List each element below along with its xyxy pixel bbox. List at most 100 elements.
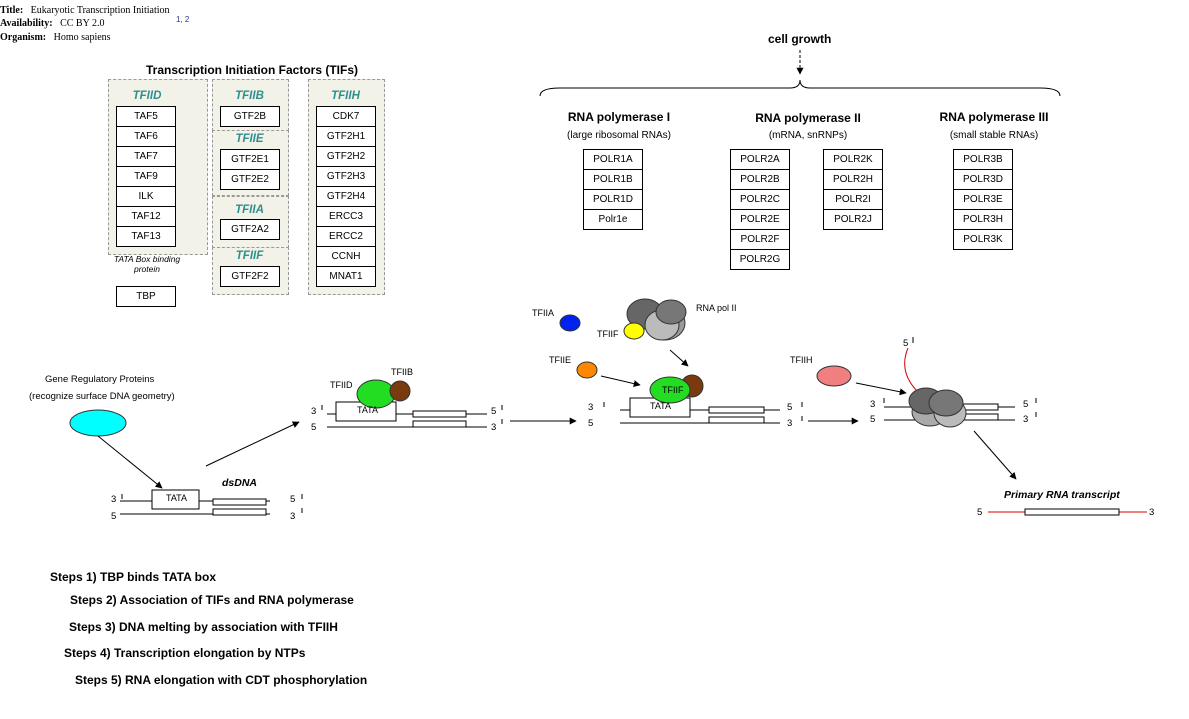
end-5-s1b: 5 (111, 511, 117, 522)
gene-gtf2f2[interactable]: GTF2F2 (220, 266, 280, 287)
pol3-sub: (small stable RNAs) (949, 130, 1039, 141)
dsdna-stage3 (603, 397, 803, 424)
end-5-rna: 5 (903, 338, 909, 349)
gene-mnat1[interactable]: MNAT1 (316, 266, 376, 287)
tfiih-header: TFIIH (331, 90, 360, 102)
tfiid-label: TFIID (330, 380, 353, 390)
rna-pol-ii-label: RNA pol II (696, 303, 737, 313)
gene-taf13[interactable]: TAF13 (116, 226, 176, 247)
tata-label-2: TATA (357, 405, 378, 415)
rna-pol-ii-shape (626, 298, 687, 341)
tfiia-label: TFIIA (532, 308, 554, 318)
meta-title: Title: Eukaryotic Transcription Initiati… (0, 5, 170, 16)
dsdna-stage4 (883, 387, 1037, 428)
pol2-sub: (mRNA, snRNPs) (768, 130, 848, 141)
dsdna-label: dsDNA (222, 477, 258, 489)
tfiif-label-2: TFIIF (662, 385, 684, 395)
grp-label-line1: Gene Regulatory Proteins (45, 374, 155, 385)
dsdna-stage2 (321, 401, 503, 428)
pol3-title: RNA polymerase III (939, 110, 1049, 124)
meta-organism-value: Homo sapiens (53, 32, 111, 43)
tfiia-header: TFIIA (235, 204, 264, 216)
end-3-s4d: 3 (1023, 414, 1029, 425)
end-3-s1d: 3 (290, 511, 296, 522)
meta-title-value: Eukaryotic Transcription Initiation (30, 5, 170, 16)
nascent-rna (904, 347, 919, 393)
gene-polr2e[interactable]: POLR2E (730, 209, 790, 230)
end-5-primary: 5 (977, 507, 983, 518)
tfiib-header: TFIIB (235, 90, 264, 102)
tata-binding-label: TATA Box binding protein (113, 254, 181, 274)
meta-organism-label: Organism: (0, 32, 47, 43)
end-3-s1a: 3 (111, 494, 117, 505)
end-5-s2b: 5 (311, 422, 317, 433)
gene-gtf2e2[interactable]: GTF2E2 (220, 169, 280, 190)
end-5-s4b: 5 (870, 414, 876, 425)
tfiie-header: TFIIE (235, 133, 264, 145)
tfiia-shape (559, 314, 581, 332)
end-3-s4a: 3 (870, 399, 876, 410)
primary-rna-label: Primary RNA transcript (1004, 489, 1120, 501)
end-5-s1c: 5 (290, 494, 296, 505)
end-3-s3d: 3 (787, 418, 793, 429)
tfiih-shape (816, 365, 852, 387)
grp-label-line2: (recognize surface DNA geometry) (29, 391, 175, 402)
pol1-sub: (large ribosomal RNAs) (567, 130, 671, 141)
arrow-to-primary-rna (973, 430, 1017, 480)
end-3-primary: 3 (1149, 507, 1155, 518)
meta-title-label: Title: (0, 5, 24, 16)
meta-availability-value: CC BY 2.0 (60, 18, 105, 29)
meta-organism: Organism: Homo sapiens (0, 32, 111, 43)
gene-polr2g[interactable]: POLR2G (730, 249, 790, 270)
pol1-title: RNA polymerase I (567, 110, 671, 124)
tfiif-label: TFIIF (597, 329, 619, 339)
end-5-s2c: 5 (491, 406, 497, 417)
dsdna-stage1 (120, 489, 303, 516)
arrow-stage1-to-stage2 (205, 421, 300, 467)
arrow-pol-to-complex (669, 349, 689, 367)
gene-polr3k[interactable]: POLR3K (953, 229, 1013, 250)
tfiif-small-shape (623, 322, 645, 340)
tata-label-3: TATA (650, 401, 671, 411)
tfiid-shape-2 (649, 376, 691, 404)
end-3-s3a: 3 (588, 402, 594, 413)
tfiie-shape (576, 361, 598, 379)
step-2: Steps 2) Association of TIFs and RNA pol… (70, 593, 354, 607)
tfiih-label: TFIIH (790, 355, 813, 365)
end-5-s3c: 5 (787, 402, 793, 413)
gene-tbp[interactable]: TBP (116, 286, 176, 307)
gene-regulatory-protein-shape (69, 409, 127, 437)
pol2-title: RNA polymerase II (755, 111, 861, 125)
tfiid-shape (356, 379, 396, 409)
gene-polr1e[interactable]: Polr1e (583, 209, 643, 230)
cell-growth-label: cell growth (768, 32, 832, 46)
tata-label-1: TATA (166, 493, 187, 503)
tifs-title: Transcription Initiation Factors (TIFs) (146, 63, 359, 77)
step-5: Steps 5) RNA elongation with CDT phospho… (75, 673, 368, 687)
end-3-s2a: 3 (311, 406, 317, 417)
gene-taf12[interactable]: TAF12 (116, 206, 176, 227)
gene-polr2j[interactable]: POLR2J (823, 209, 883, 230)
end-5-s4c: 5 (1023, 399, 1029, 410)
end-3-s2d: 3 (491, 422, 497, 433)
tfiib-label: TFIIB (391, 367, 413, 377)
tfiid-header: TFIID (132, 90, 162, 102)
step-1: Steps 1) TBP binds TATA box (50, 570, 217, 584)
step-4: Steps 4) Transcription elongation by NTP… (64, 646, 306, 660)
tfiib-shape (389, 380, 411, 402)
end-5-s3b: 5 (588, 418, 594, 429)
primary-rna-shape (988, 508, 1147, 516)
pol-brace (539, 79, 1061, 97)
gene-gtf2b[interactable]: GTF2B (220, 106, 280, 127)
arrow-grp-to-tata (97, 435, 163, 489)
arrow-tfiih-to-complex (855, 382, 907, 396)
step-3: Steps 3) DNA melting by association with… (69, 620, 338, 634)
tfiie-label: TFIIE (549, 355, 571, 365)
meta-availability: Availability: CC BY 2.0 (0, 18, 104, 29)
gene-gtf2a2[interactable]: GTF2A2 (220, 219, 280, 240)
meta-title-sup[interactable]: 1, 2 (176, 15, 190, 24)
arrow-tfiie-to-complex (600, 375, 641, 387)
meta-availability-label: Availability: (0, 18, 53, 29)
tfiif-header: TFIIF (235, 250, 264, 262)
